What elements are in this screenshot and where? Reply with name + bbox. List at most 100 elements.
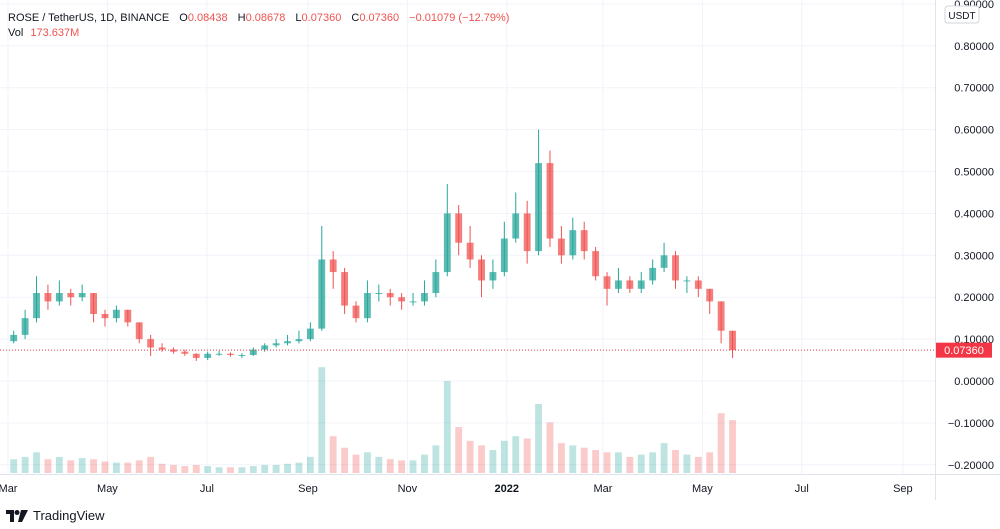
candle-body bbox=[67, 293, 75, 298]
volume-bar bbox=[523, 438, 531, 473]
price-tick-label: −0.10000 bbox=[948, 418, 994, 430]
volume-bar bbox=[341, 447, 349, 473]
candle-body bbox=[375, 293, 383, 295]
candle-body bbox=[512, 213, 520, 239]
volume-bar bbox=[112, 462, 120, 473]
candle-body bbox=[421, 293, 428, 302]
candle-body bbox=[329, 259, 337, 273]
candle-body bbox=[181, 351, 189, 354]
candle-body bbox=[215, 353, 223, 355]
volume-value: 173.637M bbox=[30, 27, 80, 39]
price-tick-label: 0.70000 bbox=[954, 83, 994, 95]
high-label: H bbox=[237, 12, 246, 24]
last-price-value: 0.07360 bbox=[944, 345, 984, 357]
candle-body bbox=[318, 259, 326, 329]
close-value: 0.07360 bbox=[359, 12, 400, 24]
volume-bar bbox=[706, 452, 714, 473]
tradingview-icon bbox=[6, 509, 28, 522]
time-tick-label: May bbox=[97, 483, 118, 495]
candle-body bbox=[603, 276, 611, 289]
volume-bar bbox=[683, 454, 691, 473]
time-tick-label: 2022 bbox=[495, 483, 519, 495]
candle-body bbox=[112, 309, 120, 319]
time-axis[interactable]: Mar May Jul Sep Nov 2022 Mar May Jul Sep bbox=[0, 483, 913, 495]
last-price-label: 0.07360 bbox=[936, 342, 992, 358]
candle-body bbox=[489, 272, 497, 281]
symbol-title[interactable]: ROSE / TetherUS, 1D, BINANCE bbox=[8, 12, 170, 24]
candle-body bbox=[580, 230, 588, 252]
volume-bar bbox=[181, 466, 189, 473]
brand-name: TradingView bbox=[33, 508, 105, 523]
volume-bar bbox=[249, 466, 257, 473]
volume-bar bbox=[158, 463, 166, 473]
candle-body bbox=[261, 345, 269, 350]
price-tick-label: −0.20000 bbox=[948, 460, 994, 472]
volume-bar bbox=[135, 460, 143, 473]
candle-body bbox=[409, 301, 417, 303]
volume-bar bbox=[352, 454, 360, 473]
candle-body bbox=[386, 293, 394, 298]
candle-body bbox=[249, 349, 257, 356]
volume-bar bbox=[33, 452, 40, 473]
volume-bar bbox=[192, 464, 200, 473]
volume-bar bbox=[215, 467, 223, 473]
candle-body bbox=[170, 349, 177, 352]
candle-body bbox=[78, 293, 86, 298]
volume-bar bbox=[10, 459, 18, 473]
volume-bar bbox=[637, 454, 645, 473]
volume-bar bbox=[272, 464, 280, 473]
volume-bar bbox=[398, 460, 406, 473]
tradingview-logo[interactable]: TradingView bbox=[6, 508, 105, 523]
volume-bar bbox=[717, 413, 725, 473]
price-chart[interactable]: 0.90000 0.80000 0.70000 0.60000 0.50000 0.400… bbox=[0, 0, 1000, 500]
volume-bar bbox=[55, 456, 63, 473]
candle-body bbox=[432, 272, 440, 294]
currency-label: USDT bbox=[948, 11, 975, 22]
candle-body bbox=[398, 297, 406, 302]
candle-body bbox=[455, 213, 463, 243]
candle-body bbox=[352, 305, 360, 319]
volume-bar bbox=[238, 467, 246, 473]
volume-bar bbox=[478, 445, 485, 473]
candle-body bbox=[500, 238, 508, 273]
candle-body bbox=[295, 339, 303, 342]
currency-badge[interactable]: USDT bbox=[944, 5, 980, 24]
ohlc-row: ROSE / TetherUS, 1D, BINANCE O0.08438 H0… bbox=[8, 11, 509, 26]
candle-body bbox=[637, 280, 645, 289]
volume-bars bbox=[10, 367, 736, 473]
candle-body bbox=[626, 280, 634, 289]
candle-body bbox=[341, 272, 349, 306]
candle-body bbox=[55, 293, 63, 302]
time-tick-label: Mar bbox=[593, 483, 612, 495]
candle-body bbox=[158, 347, 166, 350]
volume-bar bbox=[170, 464, 177, 473]
candle-body bbox=[363, 293, 371, 319]
candle-body bbox=[272, 343, 280, 346]
volume-bar bbox=[603, 452, 611, 473]
volume-bar bbox=[443, 381, 451, 473]
candle-body bbox=[592, 251, 600, 277]
time-tick-label: Sep bbox=[893, 483, 913, 495]
volume-bar bbox=[500, 440, 508, 473]
close-label: C bbox=[351, 12, 360, 24]
price-tick-label: 0.90000 bbox=[954, 0, 994, 11]
candle-body bbox=[227, 353, 234, 356]
volume-row: Vol 173.637M bbox=[8, 26, 509, 41]
candle-body bbox=[466, 242, 474, 260]
volume-bar bbox=[455, 427, 463, 473]
price-tick-label: 0.30000 bbox=[954, 250, 994, 262]
volume-bar bbox=[660, 443, 668, 473]
candle-body bbox=[306, 328, 314, 340]
candle-body bbox=[717, 301, 725, 331]
volume-bar bbox=[329, 436, 337, 473]
change-value: −0.01079 (−12.79%) bbox=[409, 12, 510, 24]
candle-body bbox=[557, 238, 565, 256]
candle-body bbox=[44, 293, 52, 302]
candle-body bbox=[683, 280, 691, 282]
candle-body bbox=[706, 288, 714, 302]
volume-bar bbox=[21, 456, 29, 473]
volume-bar bbox=[284, 463, 291, 473]
volume-bar bbox=[227, 467, 234, 473]
volume-bar bbox=[261, 464, 269, 473]
price-axis[interactable]: 0.90000 0.80000 0.70000 0.60000 0.50000 0.400… bbox=[948, 0, 994, 472]
